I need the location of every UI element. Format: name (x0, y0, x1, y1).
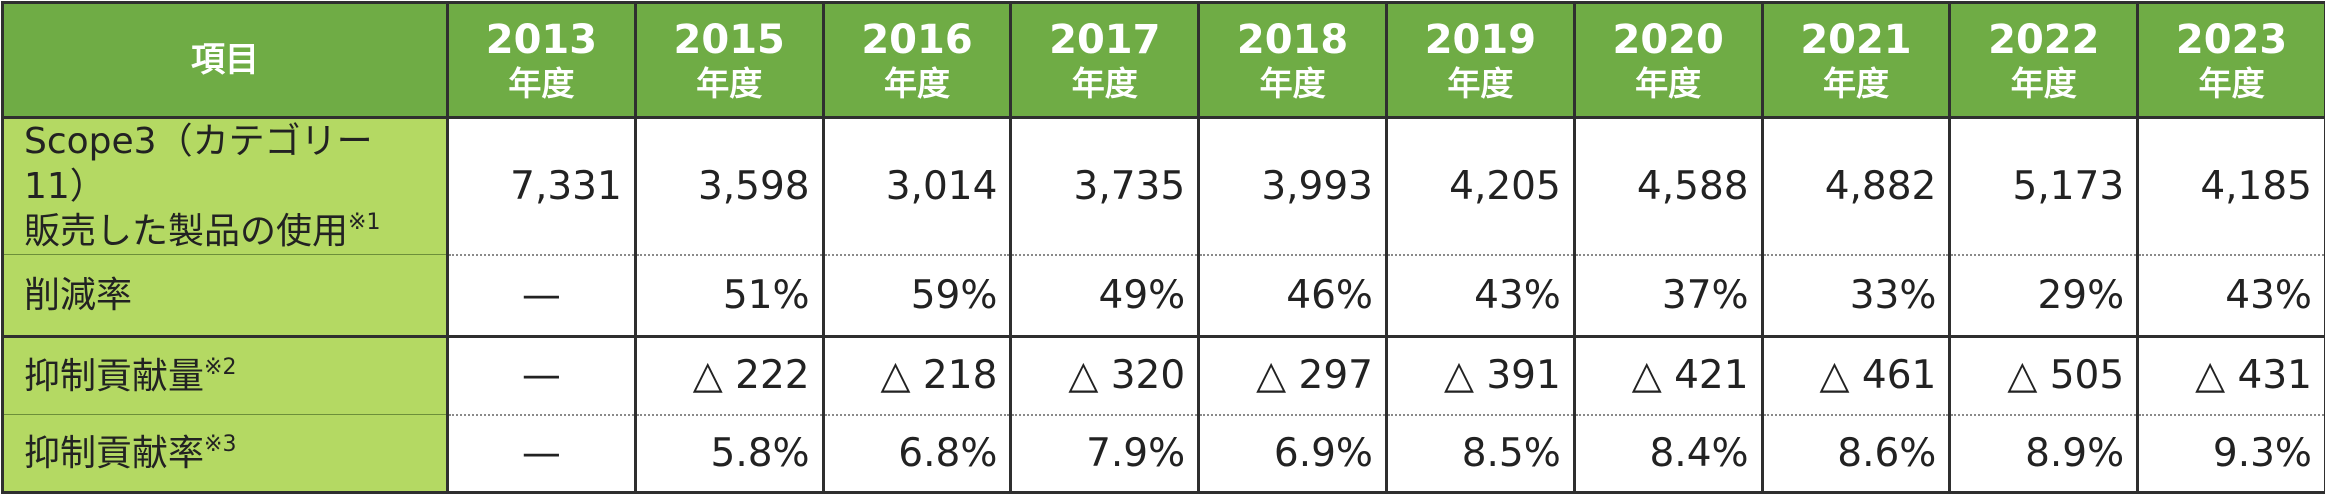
year-suffix: 年度 (2139, 64, 2324, 104)
table-cell: — (448, 337, 636, 415)
year-suffix: 年度 (1012, 64, 1197, 104)
row-label-suppression-amount: 抑制貢献量※2 (3, 337, 448, 415)
table-cell: 43% (2138, 255, 2325, 337)
table-cell: 8.5% (1386, 415, 1574, 493)
row-label-suppression-rate: 抑制貢献率※3 (3, 415, 448, 493)
table-cell: 3,014 (823, 118, 1011, 255)
footnote-marker: ※3 (204, 432, 236, 457)
row-label-line: 販売した製品の使用 (24, 211, 348, 252)
year-suffix: 年度 (449, 64, 634, 104)
year-suffix: 年度 (1951, 64, 2136, 104)
row-label-scope3: Scope3（カテゴリー11）販売した製品の使用※1 (3, 118, 448, 255)
table-cell: 5.8% (635, 415, 823, 493)
row-label-text: 抑制貢献率 (24, 433, 204, 474)
table-cell: 46% (1199, 255, 1387, 337)
table-cell: — (448, 415, 636, 493)
table-cell: 6.9% (1199, 415, 1387, 493)
table-cell: △ 320 (1011, 337, 1199, 415)
year-suffix: 年度 (825, 64, 1010, 104)
year-label: 2015 (637, 16, 822, 64)
table-row: 削減率 — 51% 59% 49% 46% 43% 37% 33% 29% 43… (3, 255, 2325, 337)
table-cell: 7.9% (1011, 415, 1199, 493)
table-cell: △ 222 (635, 337, 823, 415)
table-cell: 33% (1762, 255, 1950, 337)
table-cell: 4,185 (2138, 118, 2325, 255)
footnote-marker: ※1 (348, 210, 380, 235)
year-label: 2022 (1951, 16, 2136, 64)
table-cell: 43% (1386, 255, 1574, 337)
row-label-text: 抑制貢献量 (24, 356, 204, 397)
table-cell: 3,993 (1199, 118, 1387, 255)
table-cell: 3,598 (635, 118, 823, 255)
table-cell: 8.9% (1950, 415, 2138, 493)
table-cell: △ 421 (1574, 337, 1762, 415)
table-cell: 51% (635, 255, 823, 337)
year-label: 2019 (1388, 16, 1573, 64)
table-row: 抑制貢献量※2 — △ 222 △ 218 △ 320 △ 297 △ 391 … (3, 337, 2325, 415)
year-suffix: 年度 (637, 64, 822, 104)
year-label: 2018 (1200, 16, 1385, 64)
row-label-line: Scope3（カテゴリー11） (24, 121, 373, 207)
year-label: 2016 (825, 16, 1010, 64)
year-suffix: 年度 (1764, 64, 1949, 104)
year-label: 2021 (1764, 16, 1949, 64)
table-cell: △ 431 (2138, 337, 2325, 415)
year-suffix: 年度 (1576, 64, 1761, 104)
year-suffix: 年度 (1200, 64, 1385, 104)
year-suffix: 年度 (1388, 64, 1573, 104)
year-label: 2023 (2139, 16, 2324, 64)
table-cell: 29% (1950, 255, 2138, 337)
table-cell: △ 218 (823, 337, 1011, 415)
table-row: 抑制貢献率※3 — 5.8% 6.8% 7.9% 6.9% 8.5% 8.4% … (3, 415, 2325, 493)
table-cell: 6.8% (823, 415, 1011, 493)
table-cell: 59% (823, 255, 1011, 337)
table-cell: 5,173 (1950, 118, 2138, 255)
footnote-marker: ※2 (204, 355, 236, 380)
row-label-reduction-rate: 削減率 (3, 255, 448, 337)
table-cell: 3,735 (1011, 118, 1199, 255)
table-cell: △ 505 (1950, 337, 2138, 415)
table-cell: △ 391 (1386, 337, 1574, 415)
year-label: 2013 (449, 16, 634, 64)
table-cell: 4,588 (1574, 118, 1762, 255)
year-label: 2017 (1012, 16, 1197, 64)
table-cell: 9.3% (2138, 415, 2325, 493)
table-cell: 7,331 (448, 118, 636, 255)
table-cell: 4,882 (1762, 118, 1950, 255)
item-column-header: 項目 (3, 3, 448, 118)
table-cell: 49% (1011, 255, 1199, 337)
table-cell: 4,205 (1386, 118, 1574, 255)
table-cell: 8.6% (1762, 415, 1950, 493)
table-cell: 8.4% (1574, 415, 1762, 493)
year-label: 2020 (1576, 16, 1761, 64)
table-row: Scope3（カテゴリー11）販売した製品の使用※1 7,331 3,598 3… (3, 118, 2325, 255)
table-cell: 37% (1574, 255, 1762, 337)
table-cell: △ 461 (1762, 337, 1950, 415)
table-cell: △ 297 (1199, 337, 1387, 415)
table-cell: — (448, 255, 636, 337)
